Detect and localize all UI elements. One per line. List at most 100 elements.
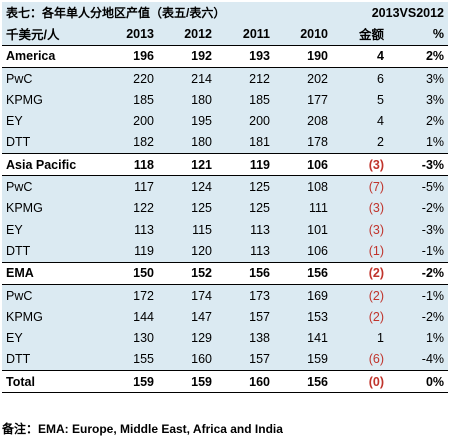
cell-value: 129 <box>191 331 212 346</box>
year-header-2012: 2012 <box>158 23 216 46</box>
cell-value: 106 <box>274 153 332 177</box>
cell-value: 113 <box>250 243 270 258</box>
cell-value: 122 <box>133 201 154 216</box>
year-header-2013: 2013 <box>98 23 158 46</box>
cell-value: 113 <box>134 222 154 237</box>
cell-value: 178 <box>307 135 328 150</box>
cell-value: 180 <box>191 92 212 107</box>
row-label: DTT <box>6 243 31 258</box>
cell-diff: (3) <box>332 153 388 177</box>
cell-value: 177 <box>307 92 328 107</box>
row-label: Asia Pacific <box>2 153 98 177</box>
cell-value: 156 <box>274 370 332 394</box>
cell-value: 181 <box>249 135 270 150</box>
comparison-title: 2013VS2012 <box>371 5 445 20</box>
cell-value: 214 <box>191 71 212 86</box>
cell-diff: 5 <box>377 92 384 107</box>
table-row: EY 200 195 200 208 4 2% <box>2 110 448 131</box>
cell-diff: (6) <box>368 352 384 367</box>
cell-percent: 0% <box>388 370 449 394</box>
row-label: EY <box>6 222 23 237</box>
year-header-2011: 2011 <box>216 23 274 46</box>
row-label: EMA <box>2 261 98 285</box>
cell-diff: (1) <box>368 243 384 258</box>
cell-value: 195 <box>191 114 212 129</box>
cell-diff: 4 <box>377 114 384 129</box>
row-label: KPMG <box>6 201 43 216</box>
row-label: EY <box>6 114 23 129</box>
cell-value: 172 <box>133 288 154 303</box>
cell-value: 157 <box>249 309 270 324</box>
cell-percent: -4% <box>421 352 445 367</box>
cell-percent: -2% <box>421 309 445 324</box>
cell-diff: 6 <box>377 71 384 86</box>
cell-value: 141 <box>307 331 328 346</box>
cell-value: 118 <box>98 153 158 177</box>
table-title: 表七：各年单人分地区产值（表五/表六） <box>6 6 226 21</box>
cell-value: 159 <box>158 370 216 394</box>
row-label: KPMG <box>6 92 43 107</box>
cell-value: 125 <box>249 180 270 195</box>
row-label: America <box>2 44 98 68</box>
cell-value: 200 <box>133 114 154 129</box>
cell-value: 121 <box>158 153 216 177</box>
table-row: KPMG 185 180 185 177 5 3% <box>2 89 448 110</box>
cell-value: 106 <box>307 243 328 258</box>
cell-value: 159 <box>307 352 328 367</box>
cell-value: 125 <box>249 201 270 216</box>
cell-percent: 3% <box>425 71 445 86</box>
cell-value: 113 <box>250 222 270 237</box>
region-row: America 196 192 193 190 4 2% <box>2 44 449 68</box>
cell-value: 159 <box>98 370 158 394</box>
cell-diff: 4 <box>332 44 388 68</box>
cell-value: 119 <box>134 243 154 258</box>
row-label: KPMG <box>6 309 43 324</box>
cell-percent: 2% <box>388 44 449 68</box>
table-row: PwC 220 214 212 202 6 3% <box>2 67 448 89</box>
row-label: PwC <box>6 288 33 303</box>
cell-value: 185 <box>249 92 270 107</box>
cell-value: 157 <box>249 352 270 367</box>
cell-diff: (2) <box>368 288 384 303</box>
table-row: PwC 117 124 125 108 (7) -5% <box>2 176 448 198</box>
cell-percent: -2% <box>421 201 445 216</box>
revenue-per-person-table: 表七：各年单人分地区产值（表五/表六） 2013VS2012 千美元/人 201… <box>2 2 449 394</box>
amount-header: 金额 <box>332 23 388 46</box>
header-row: 千美元/人 2013 2012 2011 2010 金额 % <box>2 23 449 46</box>
percent-header: % <box>388 23 449 46</box>
cell-diff: (2) <box>368 309 384 324</box>
row-label: EY <box>6 331 23 346</box>
cell-value: 111 <box>308 201 328 216</box>
cell-value: 153 <box>307 309 328 324</box>
cell-value: 173 <box>249 288 270 303</box>
row-label: DTT <box>6 135 31 150</box>
cell-value: 119 <box>216 153 274 177</box>
cell-value: 152 <box>158 261 216 285</box>
cell-value: 174 <box>191 288 212 303</box>
cell-value: 130 <box>133 331 154 346</box>
cell-value: 125 <box>191 201 212 216</box>
table-row: EY 113 115 113 101 (3) -3% <box>2 219 448 240</box>
cell-value: 160 <box>216 370 274 394</box>
cell-value: 156 <box>274 261 332 285</box>
cell-diff: (3) <box>368 222 384 237</box>
cell-value: 208 <box>307 114 328 129</box>
cell-percent: -3% <box>421 222 445 237</box>
cell-percent: -1% <box>421 243 445 258</box>
cell-value: 180 <box>191 135 212 150</box>
row-label: DTT <box>6 352 31 367</box>
table-row: KPMG 122 125 125 111 (3) -2% <box>2 198 448 219</box>
unit-label: 千美元/人 <box>2 23 98 46</box>
cell-percent: -1% <box>421 288 445 303</box>
row-label: Total <box>2 370 98 394</box>
cell-value: 202 <box>307 71 328 86</box>
region-row: EMA 150 152 156 156 (2) -2% <box>2 261 449 285</box>
cell-value: 192 <box>158 44 216 68</box>
cell-diff: (3) <box>368 201 384 216</box>
cell-value: 182 <box>133 135 154 150</box>
cell-value: 190 <box>274 44 332 68</box>
cell-value: 185 <box>133 92 154 107</box>
cell-percent: -5% <box>421 180 445 195</box>
cell-value: 169 <box>307 288 328 303</box>
cell-value: 117 <box>134 180 154 195</box>
